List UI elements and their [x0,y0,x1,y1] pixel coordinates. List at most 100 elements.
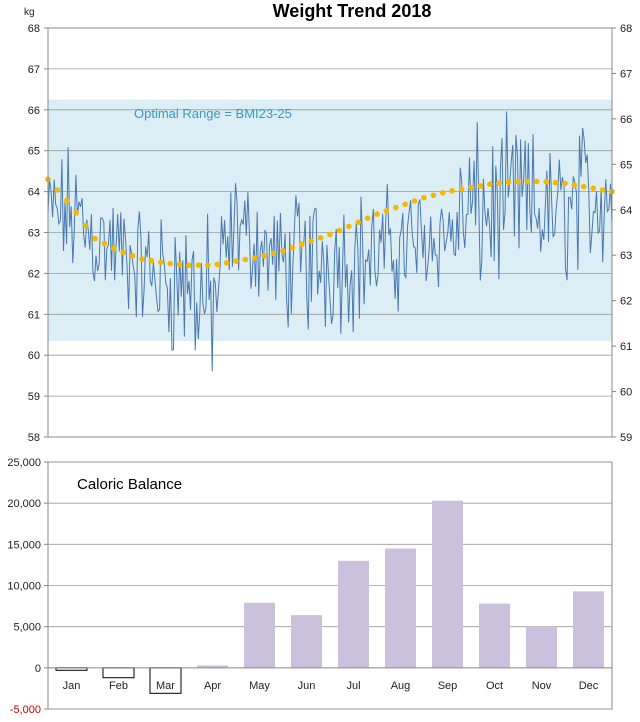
trend-point [73,209,79,216]
trend-point [101,240,108,247]
trend-point [289,244,296,251]
trend-point [496,180,503,186]
weight-y-tick-label-right: 63 [620,250,632,262]
caloric-bar [291,615,322,668]
trend-point [552,179,559,186]
weight-y-tick-label: 64 [28,187,40,199]
trend-point [374,211,380,217]
trend-point [299,241,305,248]
caloric-x-ticks: Jan Feb Mar Apr May Jun Jul Aug Sep Oct Nov Dec [63,680,599,692]
weight-y-tick-label: 58 [28,432,40,444]
trend-point [383,208,390,214]
trend-point [280,248,286,254]
caloric-x-tick-label: Aug [391,680,411,692]
caloric-bars [55,500,604,694]
caloric-y-ticks: -5,000 0 5,000 10,000 15,000 20,000 25,000 [7,457,48,716]
caloric-x-tick-label: Oct [486,680,503,692]
caloric-y-tick-label: -5,000 [10,704,41,716]
caloric-x-tick-label: Mar [156,680,175,692]
trend-point [252,255,258,261]
trend-point [139,256,145,262]
trend-point [82,222,89,229]
trend-point [317,235,324,241]
weight-y-tick-label-right: 64 [620,205,632,217]
caloric-x-tick-label: Jan [63,680,81,692]
caloric-x-tick-label: Jun [298,680,316,692]
weight-y-tick-label-right: 60 [620,387,632,399]
trend-point [534,178,540,185]
trend-point [64,197,70,204]
trend-point [581,183,587,190]
weight-y-axis-label: kg [24,7,35,18]
trend-point [421,194,427,201]
caloric-bar [244,602,275,668]
weight-y-tick-label-right: 68 [620,23,632,35]
trend-point [562,180,568,187]
trend-point [176,261,183,268]
trend-point [524,178,531,185]
caloric-chart-title: Caloric Balance [77,476,182,493]
trend-point [571,182,578,188]
trend-point [449,188,456,194]
caloric-bar [526,626,557,668]
caloric-bar [573,591,604,668]
weight-y-tick-label-right: 67 [620,68,632,80]
trend-point [195,262,202,269]
trend-point [242,256,249,263]
trend-point [599,187,606,193]
trend-point [308,238,315,244]
caloric-y-tick-label: 10,000 [7,581,41,593]
caloric-bar [479,603,510,668]
weight-y-tick-label: 65 [28,146,40,158]
caloric-bar [102,667,135,679]
weight-y-tick-label-right: 62 [620,296,632,308]
caloric-x-tick-label: May [249,680,270,692]
weight-y-tick-label: 66 [28,105,40,117]
trend-point [393,204,399,211]
caloric-x-tick-label: Feb [109,680,128,692]
caloric-gridlines [48,461,612,710]
trend-point [120,249,126,256]
caloric-x-tick-label: Nov [532,680,552,692]
optimal-range-label: Optimal Range = BMI23-25 [134,106,292,121]
caloric-bar [338,560,369,668]
trend-point [129,253,136,259]
trend-point [261,253,268,259]
trend-point [430,192,437,199]
weight-trend-dots [45,176,615,269]
weight-y-tick-label: 63 [28,228,40,240]
trend-point [487,181,493,187]
weight-y-tick-label: 60 [28,350,40,362]
weight-y-ticks-right: 59 60 61 62 63 64 65 66 67 68 [612,23,632,444]
trend-point [111,245,117,252]
trend-point [468,184,474,191]
trend-point [364,215,371,221]
trend-point [223,260,230,266]
trend-point [336,227,343,234]
weight-y-tick-label: 67 [28,64,40,76]
caloric-bar [432,500,463,668]
trend-point [543,179,549,185]
trend-point [355,219,362,226]
caloric-x-tick-label: Jul [346,680,360,692]
trend-point [590,185,596,192]
weight-y-tick-label-right: 65 [620,159,632,171]
caloric-balance-chart: -5,000 0 5,000 10,000 15,000 20,000 25,000 Jan… [7,457,613,716]
trend-point [458,186,465,192]
caloric-x-tick-label: Apr [204,680,221,692]
caloric-bar [385,548,416,668]
weight-y-tick-label: 59 [28,391,40,403]
caloric-bar [149,667,182,694]
trend-point [440,190,446,196]
trend-point [92,235,98,242]
trend-point [158,259,164,266]
trend-point [270,250,277,257]
weight-y-tick-label-right: 61 [620,341,632,353]
weight-y-tick-label: 62 [28,268,40,280]
caloric-x-tick-label: Sep [438,680,458,692]
trend-point [205,262,211,269]
caloric-y-tick-label: 15,000 [7,539,41,551]
weight-y-tick-label-right: 59 [620,432,632,444]
